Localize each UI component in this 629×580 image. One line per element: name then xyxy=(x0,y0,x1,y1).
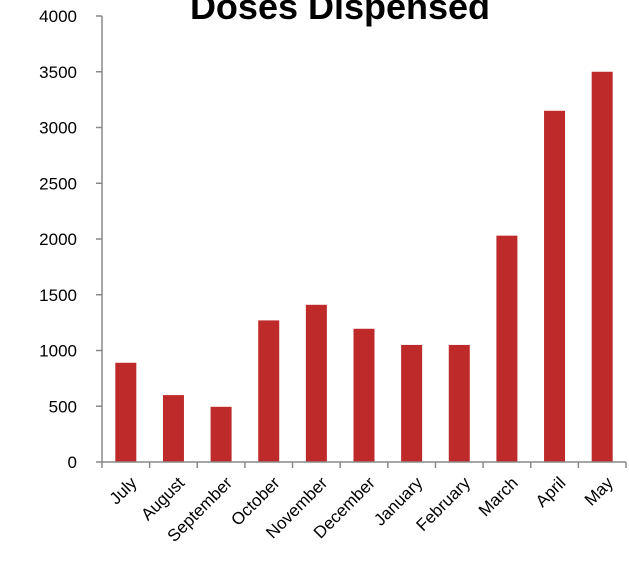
bar-january xyxy=(401,344,423,462)
chart-title: Doses Dispensed xyxy=(189,0,491,27)
y-tick-label: 3500 xyxy=(39,63,77,82)
y-tick-label: 4000 xyxy=(39,7,77,26)
y-tick-label: 500 xyxy=(49,397,77,416)
x-axis-labels: JulyAugustSeptemberOctoberNovemberDecemb… xyxy=(106,473,618,546)
bar-may xyxy=(591,71,613,462)
x-category-label: March xyxy=(475,473,522,520)
x-category-label: July xyxy=(106,473,141,508)
bar-august xyxy=(162,395,184,462)
y-tick-label: 1000 xyxy=(39,342,77,361)
bar-march xyxy=(496,235,518,462)
bar-september xyxy=(210,406,232,462)
y-tick-label: 1500 xyxy=(39,286,77,305)
bars xyxy=(115,71,613,463)
bar-july xyxy=(115,362,137,462)
y-tick-label: 3000 xyxy=(39,119,77,138)
y-axis-ticks: 0 500 1000 1500 2000 2500 3000 3500 4000 xyxy=(39,7,102,472)
y-tick-label: 0 xyxy=(68,453,77,472)
x-category-label: May xyxy=(581,473,617,509)
bar-october xyxy=(258,320,280,462)
x-category-label: April xyxy=(532,473,569,510)
bar-april xyxy=(544,110,566,463)
y-tick-label: 2500 xyxy=(39,174,77,193)
bar-november xyxy=(305,304,327,462)
bar-february xyxy=(448,344,470,462)
bar-december xyxy=(353,328,375,462)
x-axis-ticks xyxy=(101,462,627,468)
y-tick-label: 2000 xyxy=(39,230,77,249)
